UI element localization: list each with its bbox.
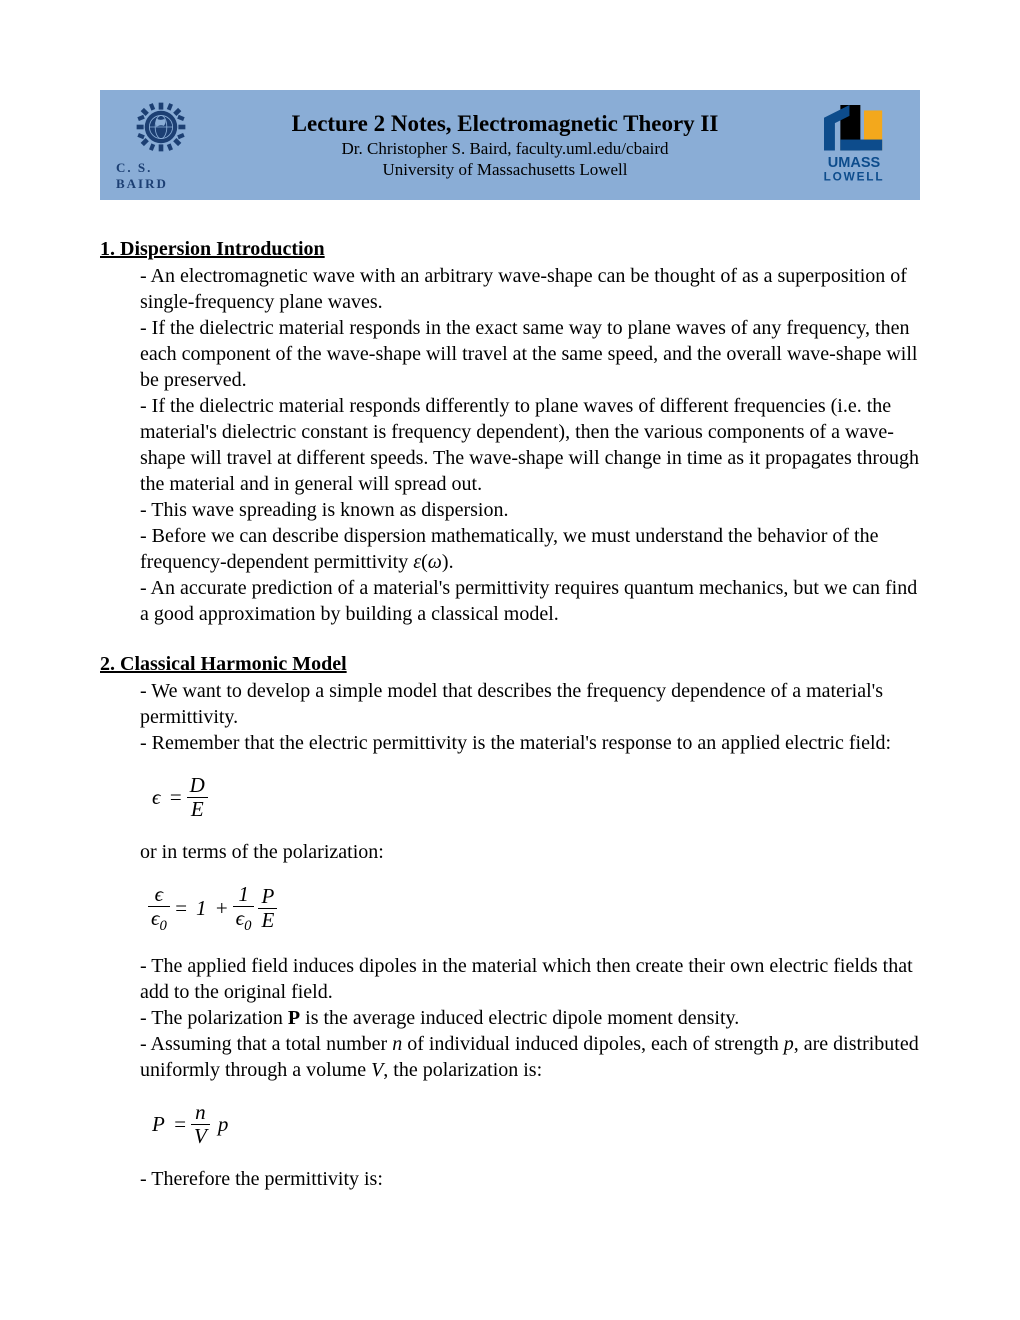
lowell-text: LOWELL [824,169,885,183]
s1-b1: - An electromagnetic wave with an arbitr… [140,263,920,315]
logo-left-text: C. S. BAIRD [116,160,206,192]
formula-eps-DE: ϵ=DE [148,774,920,821]
section1-heading: 1. Dispersion Introduction [100,238,920,261]
header-banner: C. S. BAIRD Lecture 2 Notes, Electromagn… [100,90,920,200]
s1-b5: - Before we can describe dispersion math… [140,523,920,575]
gear-globe-icon [132,98,190,156]
header-center: Lecture 2 Notes, Electromagnetic Theory … [206,111,804,180]
logo-left: C. S. BAIRD [116,98,206,192]
umass-logo-icon: UMASS LOWELL [804,103,904,187]
header-university: University of Massachusetts Lowell [206,160,804,180]
s2-b2: - Remember that the electric permittivit… [140,730,920,756]
s2-b1: - We want to develop a simple model that… [140,678,920,730]
section2-body: - We want to develop a simple model that… [140,678,920,1192]
umass-text: UMASS [828,155,881,171]
formula-eps-eps0-PE: ϵ ϵ0 =1+ 1 ϵ0 P E [148,883,920,934]
section1-body: - An electromagnetic wave with an arbitr… [140,263,920,627]
s2-mid1: or in terms of the polarization: [140,839,920,865]
section2-heading: 2. Classical Harmonic Model [100,653,920,676]
s2-b5: - Assuming that a total number n of indi… [140,1031,920,1083]
header-author: Dr. Christopher S. Baird, faculty.uml.ed… [206,139,804,159]
s1-b6: - An accurate prediction of a material's… [140,575,920,627]
s1-b4: - This wave spreading is known as disper… [140,497,920,523]
s2-b6: - Therefore the permittivity is: [140,1166,920,1192]
logo-right: UMASS LOWELL [804,103,904,187]
header-title: Lecture 2 Notes, Electromagnetic Theory … [206,111,804,137]
s2-b3: - The applied field induces dipoles in t… [140,953,920,1005]
s1-b3: - If the dielectric material responds di… [140,393,920,497]
s2-b4: - The polarization P is the average indu… [140,1005,920,1031]
formula-P-nVp: P=nVp [148,1101,920,1148]
s1-b2: - If the dielectric material responds in… [140,315,920,393]
